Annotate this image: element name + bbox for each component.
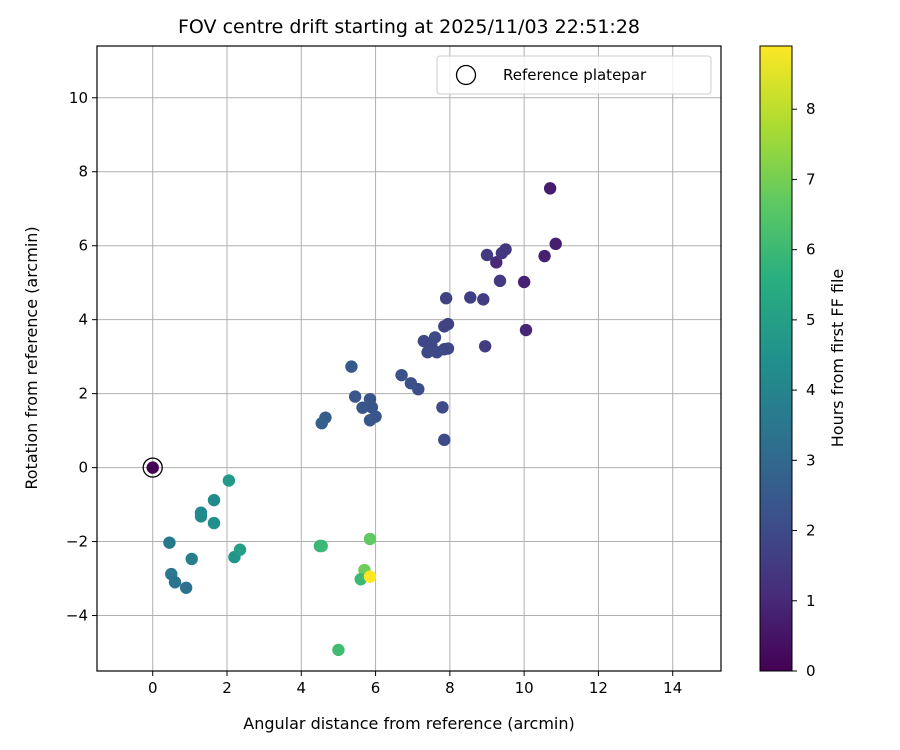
data-point	[418, 335, 430, 347]
y-tick-label: 8	[78, 163, 88, 181]
colorbar: 0 1 2 3 4 5 6 7 8 Hours from first FF file	[760, 46, 847, 680]
data-point	[195, 510, 207, 522]
y-tick-label: 10	[69, 89, 88, 107]
data-point	[479, 340, 491, 352]
data-point	[364, 533, 376, 545]
data-point	[464, 291, 476, 303]
colorbar-tick-label: 4	[806, 381, 816, 399]
colorbar-tick-label: 5	[806, 311, 816, 329]
colorbar-tick-label: 3	[806, 451, 816, 469]
axis-ticks: 0 2 4 6 8 10 12 14 −4 −2 0 2 4 6 8 10	[66, 89, 682, 697]
data-point	[550, 238, 562, 250]
y-axis-label: Rotation from reference (arcmin)	[22, 226, 41, 489]
data-point	[186, 553, 198, 565]
x-tick-label: 10	[515, 679, 534, 697]
data-point	[163, 536, 175, 548]
data-point	[481, 249, 493, 261]
y-tick-label: −2	[66, 533, 88, 551]
x-tick-label: 8	[445, 679, 455, 697]
data-point	[169, 576, 181, 588]
x-axis-label: Angular distance from reference (arcmin)	[243, 714, 574, 733]
data-point	[364, 570, 376, 582]
x-tick-label: 12	[589, 679, 608, 697]
grid	[97, 46, 721, 671]
x-tick-label: 2	[222, 679, 232, 697]
colorbar-tick-label: 8	[806, 100, 816, 118]
data-point	[208, 494, 220, 506]
y-tick-label: 0	[78, 459, 88, 477]
legend: Reference platepar	[437, 56, 711, 94]
colorbar-ticks: 0 1 2 3 4 5 6 7 8	[792, 100, 816, 680]
chart: FOV centre drift starting at 2025/11/03 …	[0, 0, 900, 750]
colorbar-tick-label: 6	[806, 241, 816, 259]
data-point	[345, 360, 357, 372]
data-point	[147, 461, 159, 473]
data-point	[538, 250, 550, 262]
y-tick-label: 6	[78, 237, 88, 255]
data-point	[208, 517, 220, 529]
data-point	[349, 390, 361, 402]
data-point	[421, 346, 433, 358]
data-point	[332, 644, 344, 656]
data-point	[395, 369, 407, 381]
x-tick-label: 4	[297, 679, 307, 697]
data-point	[316, 540, 328, 552]
plot-frame	[97, 46, 721, 671]
data-point	[180, 582, 192, 594]
data-point	[316, 417, 328, 429]
data-point	[496, 247, 508, 259]
colorbar-tick-label: 1	[806, 592, 816, 610]
data-point	[223, 474, 235, 486]
y-tick-label: 2	[78, 385, 88, 403]
colorbar-tick-label: 0	[806, 662, 816, 680]
data-point	[494, 275, 506, 287]
x-tick-label: 14	[663, 679, 682, 697]
chart-title: FOV centre drift starting at 2025/11/03 …	[178, 16, 640, 38]
data-point	[234, 543, 246, 555]
data-point	[477, 293, 489, 305]
y-tick-label: −4	[66, 607, 88, 625]
data-point	[438, 434, 450, 446]
colorbar-tick-label: 7	[806, 170, 816, 188]
colorbar-label: Hours from first FF file	[828, 269, 847, 448]
data-point	[440, 292, 452, 304]
data-point	[436, 401, 448, 413]
data-point	[429, 331, 441, 343]
data-point	[520, 324, 532, 336]
data-point	[544, 182, 556, 194]
x-tick-label: 6	[371, 679, 381, 697]
x-tick-label: 0	[148, 679, 158, 697]
data-point	[405, 377, 417, 389]
data-point	[518, 276, 530, 288]
data-point	[438, 320, 450, 332]
colorbar-tick-label: 2	[806, 522, 816, 540]
colorbar-gradient	[760, 46, 792, 671]
y-tick-label: 4	[78, 311, 88, 329]
data-points	[143, 182, 562, 656]
legend-label-reference: Reference platepar	[503, 66, 647, 84]
data-point	[364, 414, 376, 426]
